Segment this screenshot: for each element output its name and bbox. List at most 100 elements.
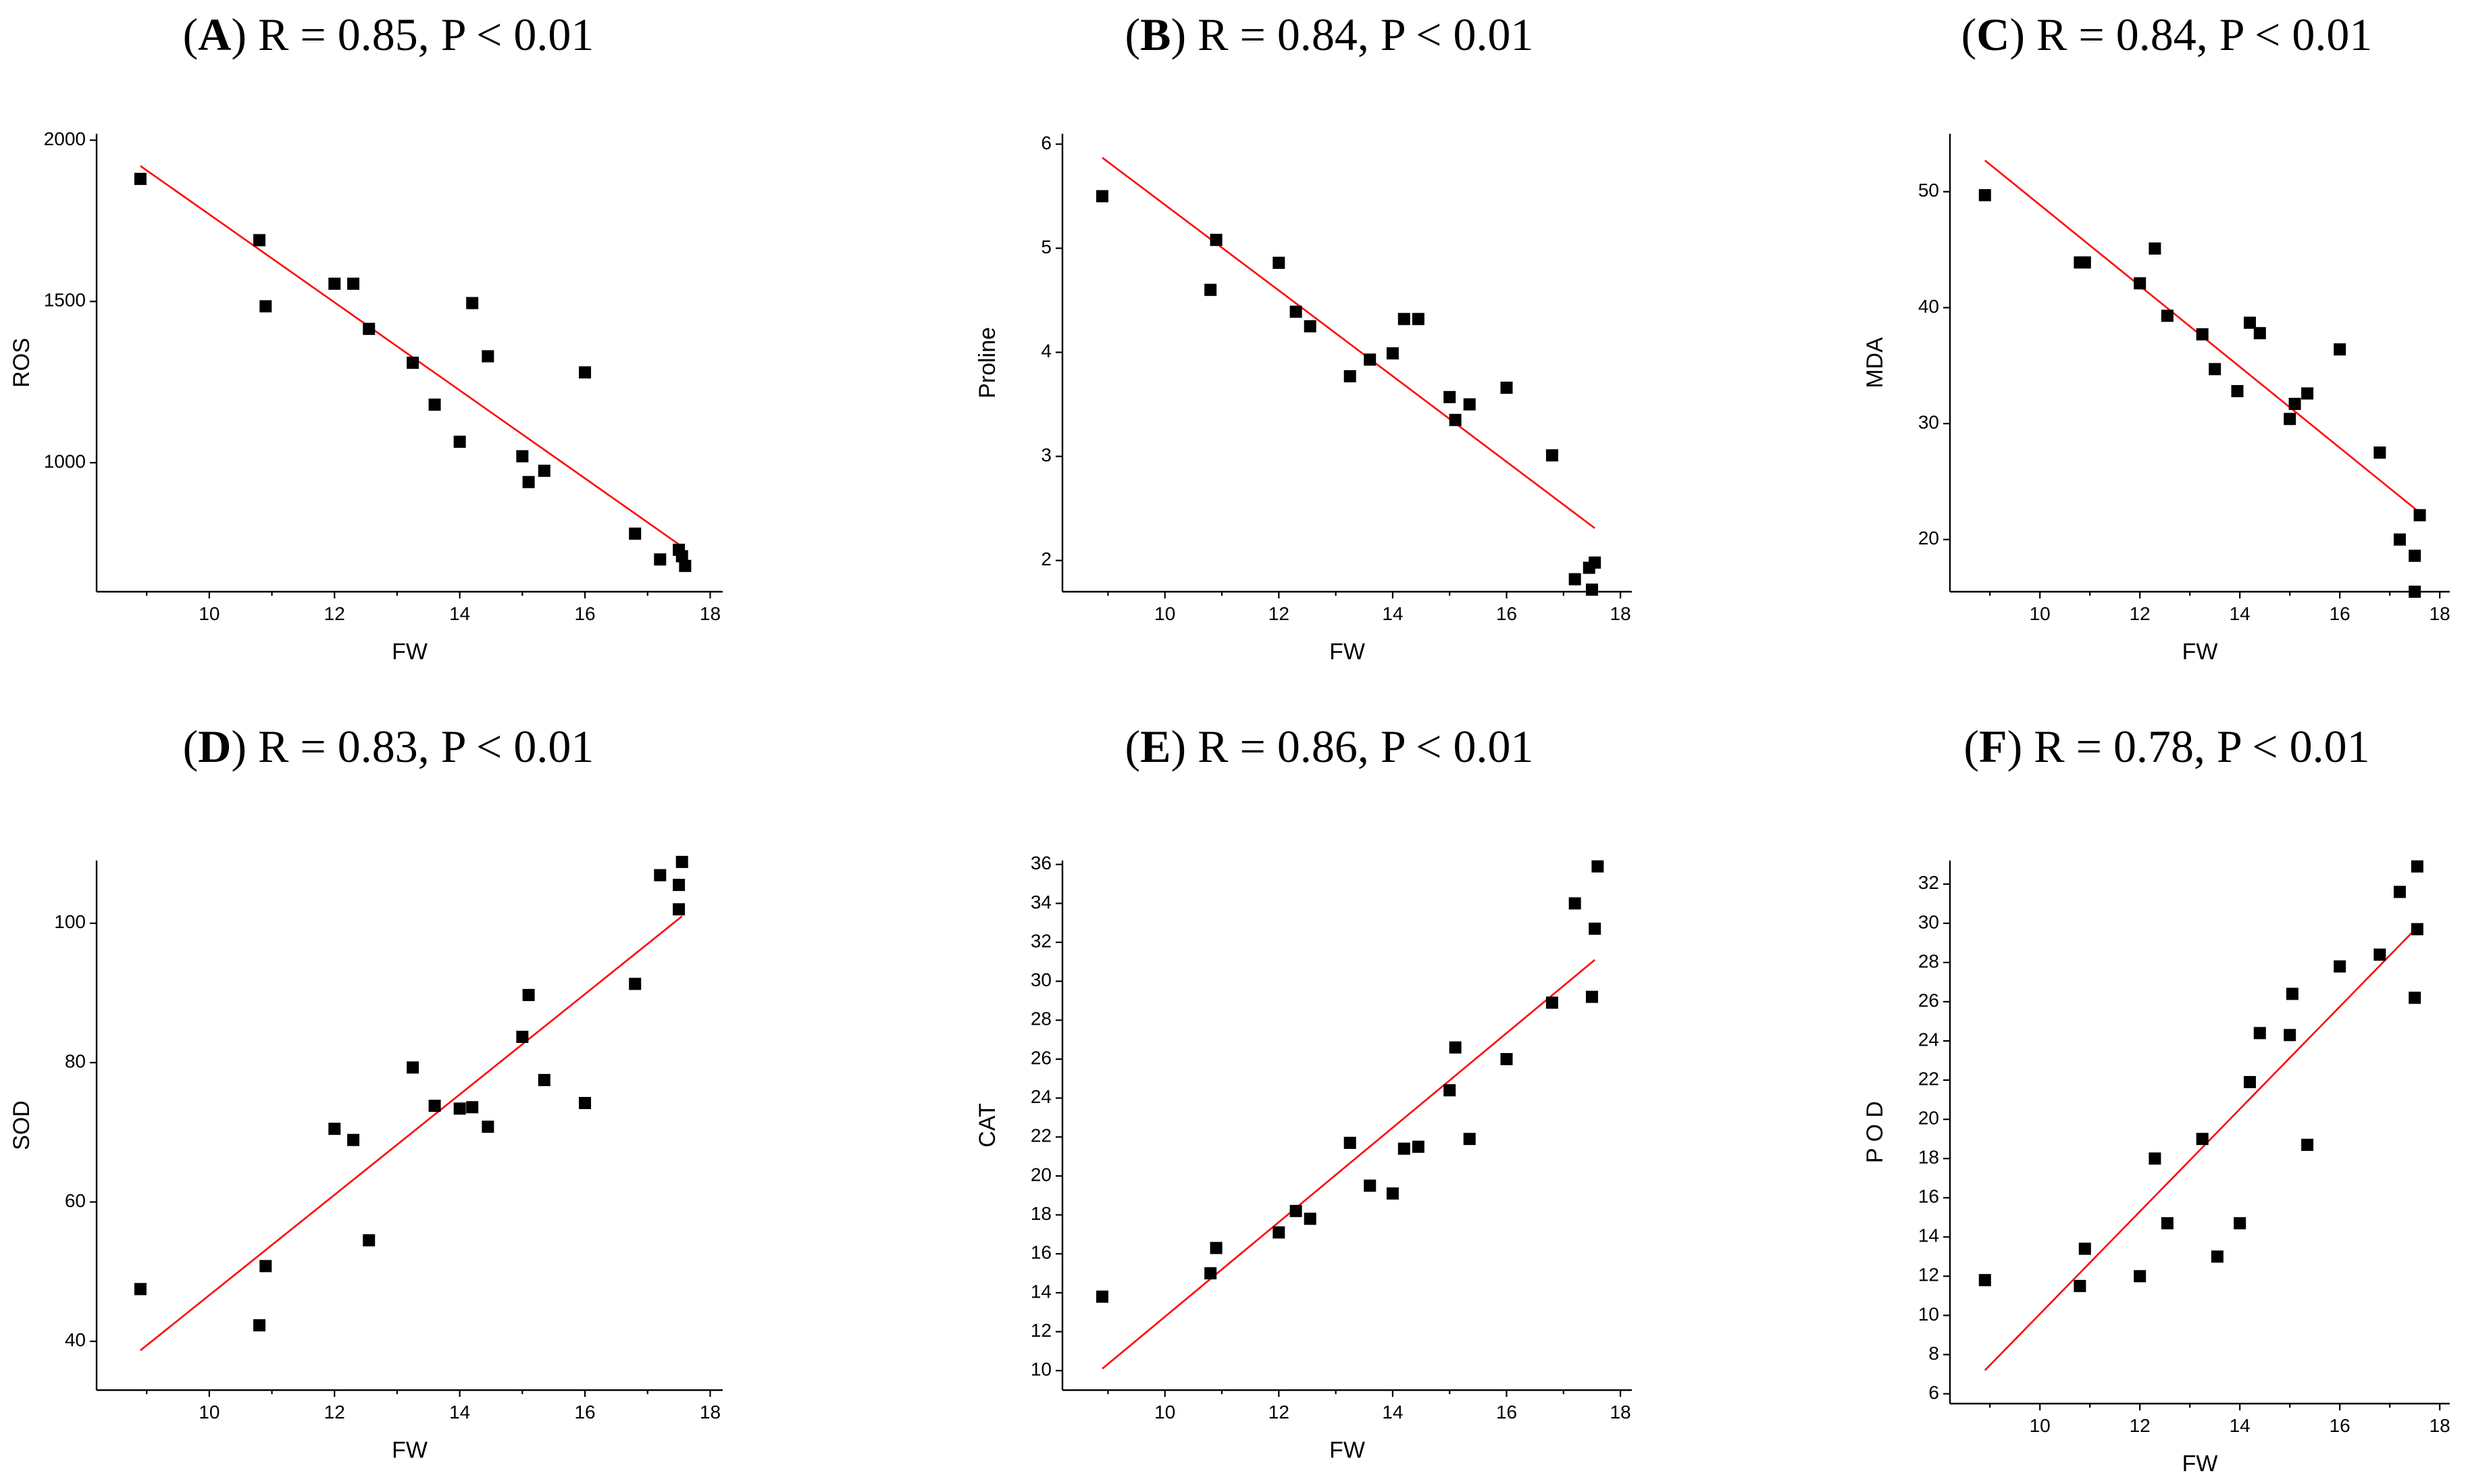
- panel-d-title-letter: D: [198, 721, 231, 772]
- panel-c-data-point: [2078, 256, 2091, 269]
- panel-c-data-point: [2301, 387, 2314, 400]
- panel-b-data-point: [1568, 573, 1581, 586]
- panel-c-data-point: [2288, 397, 2301, 410]
- panel-e-data-point: [1585, 990, 1598, 1003]
- panel-d-data-point: [516, 1030, 529, 1043]
- panel-f-data-point: [2301, 1138, 2314, 1151]
- panel-e-data-point: [1589, 922, 1601, 935]
- panel-e-data-point: [1289, 1204, 1302, 1217]
- panel-c-title-stats: R = 0.84, P < 0.01: [2036, 9, 2372, 60]
- panel-a-fit-line: [140, 165, 683, 548]
- panel-c-y-tick-label: 20: [1918, 528, 1939, 548]
- panel-d-data-point: [407, 1061, 419, 1074]
- panel-e-y-label: CAT: [975, 1103, 1000, 1147]
- panel-a-y-tick-label: 1500: [44, 290, 86, 311]
- panel-e: (E) R = 0.86, P < 0.01 10 12 14 16 18 10 12 14 16…: [975, 721, 1632, 1463]
- panel-e-y-tick-label: 32: [1031, 930, 1052, 951]
- panel-c-title: (C) R = 0.84, P < 0.01: [1961, 9, 2373, 60]
- panel-a-x-tick-label: 14: [449, 603, 470, 624]
- panel-c-data-point: [2149, 242, 2161, 255]
- panel-f-data-point: [2253, 1027, 2266, 1040]
- panel-e-fit-line: [1102, 958, 1596, 1370]
- panel-c-data-point: [2373, 446, 2386, 459]
- panel-d-data-point: [579, 1096, 592, 1109]
- panel-f-y-tick-label: 6: [1928, 1382, 1939, 1403]
- panel-c-data-point: [2334, 343, 2346, 356]
- panel-e-y-tick-label: 16: [1031, 1242, 1052, 1263]
- panel-a-data-point: [363, 322, 376, 335]
- panel-b-y-label: Proline: [975, 327, 1000, 399]
- panel-a-data-point: [428, 399, 441, 411]
- panel-b-data-point: [1412, 313, 1424, 326]
- panel-d-data-point: [629, 977, 642, 990]
- panel-d-title-stats: R = 0.83, P < 0.01: [258, 721, 594, 772]
- panel-a-x-tick-label: 12: [324, 603, 345, 624]
- panel-b-data-point: [1545, 449, 1558, 462]
- panel-a-data-point: [654, 553, 667, 566]
- panel-b-data-point: [1585, 583, 1598, 596]
- panel-c-y-tick-label: 40: [1918, 296, 1939, 317]
- panel-e-data-point: [1500, 1053, 1513, 1065]
- panel-b-data-point: [1210, 234, 1223, 247]
- panel-c-x-label: FW: [2182, 639, 2218, 665]
- panel-c-y-label: MDA: [1862, 337, 1888, 388]
- panel-a-data-point: [407, 357, 419, 369]
- panel-c-x-tick-label: 12: [2130, 603, 2151, 624]
- panel-a-data-point: [675, 550, 688, 563]
- panel-e-title-stats: R = 0.86, P < 0.01: [1198, 721, 1533, 772]
- panel-f-y-tick-label: 8: [1928, 1343, 1939, 1364]
- panel-a-data-point: [679, 559, 692, 572]
- panel-a-title: (A) R = 0.85, P < 0.01: [183, 9, 594, 60]
- panel-f-data-point: [2161, 1217, 2174, 1229]
- panel-f-x-tick-label: 14: [2230, 1415, 2251, 1436]
- panel-f-title-stats: R = 0.78, P < 0.01: [2034, 721, 2369, 772]
- panel-e-data-point: [1304, 1212, 1316, 1225]
- panel-e-x-label: FW: [1329, 1437, 1365, 1463]
- panel-d-x-tick-label: 18: [700, 1402, 721, 1423]
- panel-b-data-point: [1449, 413, 1462, 426]
- panel-f-data-point: [2286, 988, 2298, 1000]
- panel-b-x-tick-label: 18: [1610, 603, 1631, 624]
- panel-f-data-point: [2334, 960, 2346, 973]
- panel-a-data-point: [629, 528, 642, 540]
- panel-f-y-tick-label: 14: [1918, 1225, 1939, 1246]
- panel-e-x-tick-label: 10: [1154, 1402, 1175, 1423]
- panel-f-y-tick-label: 12: [1918, 1264, 1939, 1285]
- panel-e-title-letter: E: [1140, 721, 1171, 772]
- panel-f-data-point: [2409, 992, 2421, 1004]
- panel-d-title: (D) R = 0.83, P < 0.01: [183, 721, 594, 772]
- panel-a-data-point: [522, 476, 535, 488]
- panel-e-data-point: [1397, 1142, 1410, 1155]
- panel-c-data-point: [2161, 309, 2174, 322]
- panel-e-y-tick-label: 36: [1031, 852, 1052, 873]
- panel-f-data-point: [2149, 1152, 2161, 1165]
- panel-e-y-tick-label: 30: [1031, 969, 1052, 990]
- panel-d: (D) R = 0.83, P < 0.01 10 12 14 16 18 40 60 80 10…: [9, 721, 723, 1463]
- panel-a-y-label: ROS: [9, 338, 34, 388]
- panel-c-x-tick-label: 10: [2030, 603, 2051, 624]
- panel-d-data-point: [654, 869, 667, 881]
- panel-f-title: (F) R = 0.78, P < 0.01: [1963, 721, 2369, 772]
- panel-c-data-point: [2196, 328, 2209, 340]
- panel-d-x-tick-label: 10: [199, 1402, 220, 1423]
- panel-e-y-tick-label: 20: [1031, 1164, 1052, 1185]
- panel-d-data-point: [328, 1123, 341, 1135]
- panel-f-y-tick-label: 22: [1918, 1068, 1939, 1089]
- panel-d-data-point: [673, 879, 686, 892]
- panel-e-title: (E) R = 0.86, P < 0.01: [1125, 721, 1533, 772]
- panel-e-data-point: [1204, 1267, 1217, 1280]
- panel-a-x-tick-label: 16: [574, 603, 595, 624]
- panel-f-y-tick-label: 28: [1918, 950, 1939, 971]
- panel-a-data-point: [259, 300, 272, 313]
- panel-c-data-point: [2394, 533, 2406, 546]
- panel-b-data-point: [1500, 381, 1513, 394]
- panel-a-data-point: [453, 435, 466, 448]
- panel-d-data-point: [259, 1260, 272, 1273]
- panel-f-data-point: [2196, 1133, 2209, 1146]
- panel-b-y-tick-label: 2: [1041, 548, 1052, 569]
- panel-f-y-tick-label: 10: [1918, 1304, 1939, 1325]
- panel-c-data-point: [2244, 316, 2256, 329]
- panel-f-y-tick-label: 32: [1918, 872, 1939, 893]
- panel-a-data-point: [538, 464, 550, 477]
